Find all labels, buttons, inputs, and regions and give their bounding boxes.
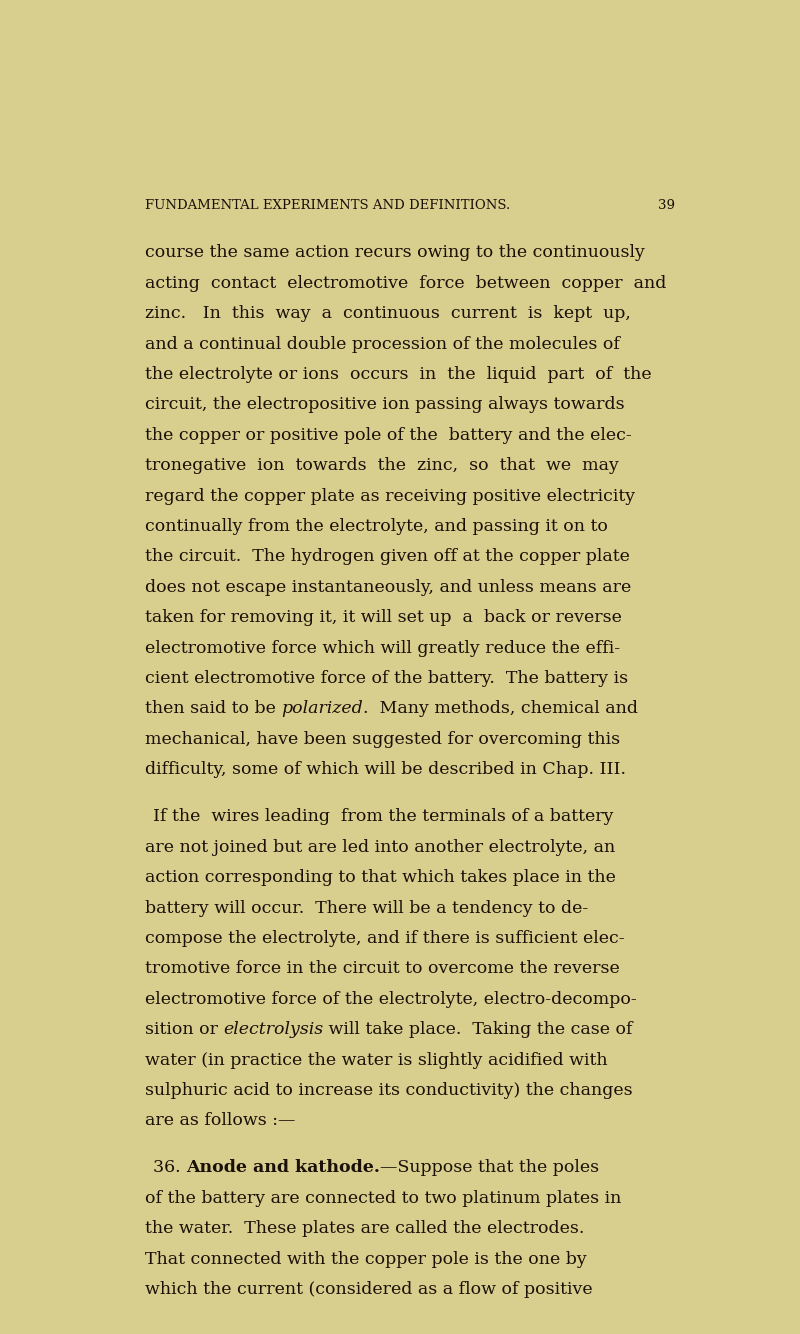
Text: continually from the electrolyte, and passing it on to: continually from the electrolyte, and pa… xyxy=(145,518,607,535)
Text: electromotive force of the electrolyte, electro-decompo-: electromotive force of the electrolyte, … xyxy=(145,991,636,1007)
Text: If the  wires leading  from the terminals of a battery: If the wires leading from the terminals … xyxy=(153,808,614,826)
Text: then said to be: then said to be xyxy=(145,700,281,718)
Text: of the battery are connected to two platinum plates in: of the battery are connected to two plat… xyxy=(145,1190,621,1207)
Text: does not escape instantaneously, and unless means are: does not escape instantaneously, and unl… xyxy=(145,579,631,596)
Text: circuit, the electropositive ion passing always towards: circuit, the electropositive ion passing… xyxy=(145,396,624,414)
Text: battery will occur.  There will be a tendency to de-: battery will occur. There will be a tend… xyxy=(145,899,588,916)
Text: That connected with the copper pole is the one by: That connected with the copper pole is t… xyxy=(145,1251,586,1267)
Text: acting  contact  electromotive  force  between  copper  and: acting contact electromotive force betwe… xyxy=(145,275,666,292)
Text: are not joined but are led into another electrolyte, an: are not joined but are led into another … xyxy=(145,839,615,855)
Text: action corresponding to that which takes place in the: action corresponding to that which takes… xyxy=(145,870,615,886)
Text: and a continual double procession of the molecules of: and a continual double procession of the… xyxy=(145,336,619,352)
Text: difficulty, some of which will be described in Chap. III.: difficulty, some of which will be descri… xyxy=(145,762,626,778)
Text: the copper or positive pole of the  battery and the elec-: the copper or positive pole of the batte… xyxy=(145,427,631,444)
Text: taken for removing it, it will set up  a  back or reverse: taken for removing it, it will set up a … xyxy=(145,610,622,626)
Text: tromotive force in the circuit to overcome the reverse: tromotive force in the circuit to overco… xyxy=(145,960,619,978)
Text: the electrolyte or ions  occurs  in  the  liquid  part  of  the: the electrolyte or ions occurs in the li… xyxy=(145,366,651,383)
Text: zinc.   In  this  way  a  continuous  current  is  kept  up,: zinc. In this way a continuous current i… xyxy=(145,305,630,321)
Text: sulphuric acid to increase its conductivity) the changes: sulphuric acid to increase its conductiv… xyxy=(145,1082,632,1099)
Text: 36.: 36. xyxy=(153,1159,186,1177)
Text: water (in practice the water is slightly acidified with: water (in practice the water is slightly… xyxy=(145,1051,607,1069)
Text: are as follows :—: are as follows :— xyxy=(145,1113,295,1130)
Text: which the current (considered as a flow of positive: which the current (considered as a flow … xyxy=(145,1281,592,1298)
Text: sition or: sition or xyxy=(145,1021,223,1038)
Text: tronegative  ion  towards  the  zinc,  so  that  we  may: tronegative ion towards the zinc, so tha… xyxy=(145,458,618,474)
Text: cient electromotive force of the battery.  The battery is: cient electromotive force of the battery… xyxy=(145,670,628,687)
Text: FUNDAMENTAL EXPERIMENTS AND DEFINITIONS.: FUNDAMENTAL EXPERIMENTS AND DEFINITIONS. xyxy=(145,199,510,212)
Text: the circuit.  The hydrogen given off at the copper plate: the circuit. The hydrogen given off at t… xyxy=(145,548,630,566)
Text: will take place.  Taking the case of: will take place. Taking the case of xyxy=(323,1021,633,1038)
Text: electromotive force which will greatly reduce the effi-: electromotive force which will greatly r… xyxy=(145,639,620,656)
Text: 39: 39 xyxy=(658,199,675,212)
Text: electrolysis: electrolysis xyxy=(223,1021,323,1038)
Text: polarized: polarized xyxy=(281,700,362,718)
Text: mechanical, have been suggested for overcoming this: mechanical, have been suggested for over… xyxy=(145,731,620,748)
Text: .  Many methods, chemical and: . Many methods, chemical and xyxy=(362,700,638,718)
Text: regard the copper plate as receiving positive electricity: regard the copper plate as receiving pos… xyxy=(145,487,634,504)
Text: Anode and kathode.: Anode and kathode. xyxy=(186,1159,380,1177)
Text: —Suppose that the poles: —Suppose that the poles xyxy=(380,1159,599,1177)
Text: the water.  These plates are called the electrodes.: the water. These plates are called the e… xyxy=(145,1221,584,1238)
Text: compose the electrolyte, and if there is sufficient elec-: compose the electrolyte, and if there is… xyxy=(145,930,624,947)
Text: course the same action recurs owing to the continuously: course the same action recurs owing to t… xyxy=(145,244,645,261)
